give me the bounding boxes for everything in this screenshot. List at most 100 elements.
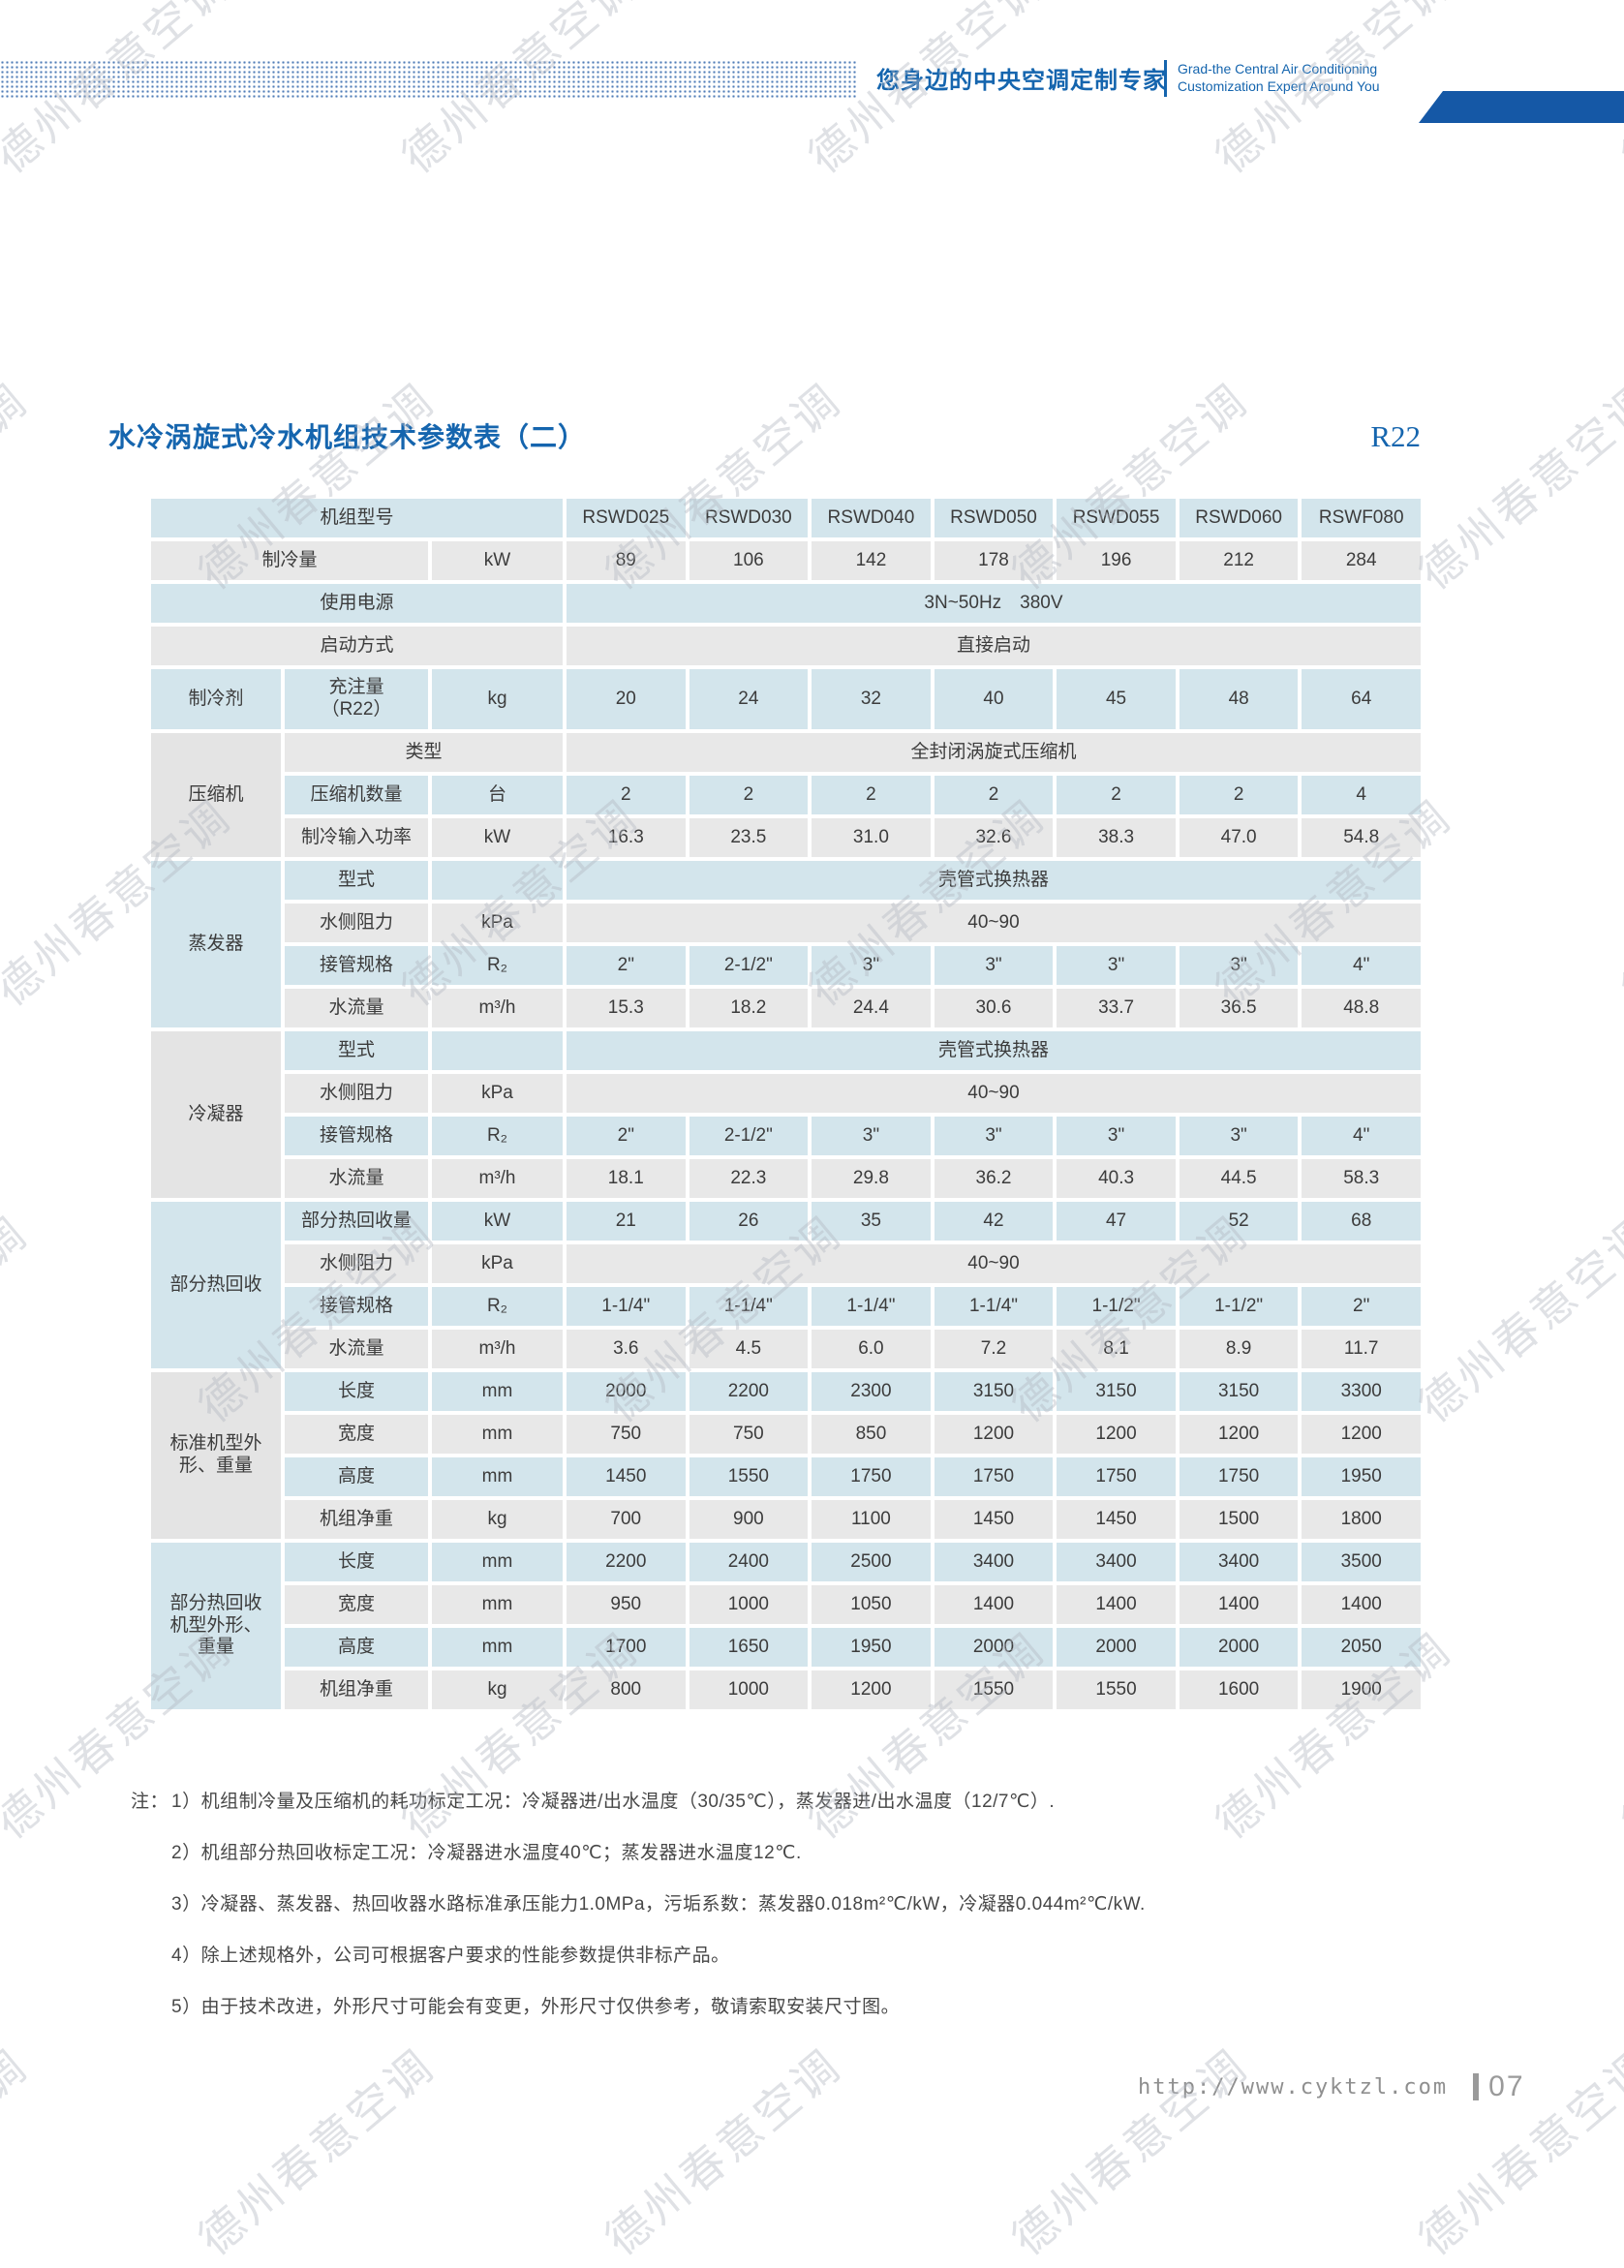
dotted-pattern-band (0, 60, 858, 99)
watermark-text: 德州春意空调 (596, 2038, 851, 2265)
value-cell: 7.2 (934, 1330, 1054, 1368)
model-header-label-cell: 机组型号 (151, 499, 563, 537)
note-line: 注： 1）机组制冷量及压缩机的耗功标定工况：冷凝器进/出水温度（30/35℃），蒸… (131, 1787, 1506, 1838)
value-cell: 2-1/2" (689, 1117, 809, 1155)
watermark-text: 德州春意空调 (1612, 1622, 1624, 1849)
value-cell: 36.5 (1179, 989, 1299, 1027)
unit-cell: kW (432, 1202, 563, 1241)
value-cell: 4 (1302, 776, 1421, 814)
value-cell: 2-1/2" (689, 946, 809, 985)
note-line: 5）由于技术改进，外形尺寸可能会有变更，外形尺寸仅供参考，敬请索取安装尺寸图。 (131, 1992, 1506, 2043)
param-label-cell: 高度 (285, 1628, 428, 1667)
value-cell: 900 (689, 1500, 809, 1539)
model-cell: RSWF080 (1302, 499, 1421, 537)
watermark-text: 德州春意空调 (1409, 1206, 1624, 1432)
value-cell: 1-1/2" (1057, 1287, 1176, 1326)
group-cell: 部分热回收 (151, 1202, 281, 1368)
header-slogan-en: Grad-the Central Air Conditioning Custom… (1178, 60, 1380, 95)
model-cell: RSWD025 (567, 499, 686, 537)
value-cell: 1600 (1179, 1670, 1299, 1709)
watermark-text: 德州春意空调 (1409, 373, 1624, 599)
param-label-cell: 水侧阻力 (285, 904, 428, 942)
value-cell: 89 (567, 541, 686, 580)
value-cell: 16.3 (567, 818, 686, 857)
header-divider (1164, 60, 1167, 97)
note-prefix: 注： (131, 1792, 169, 1812)
value-cell: 3" (812, 946, 931, 985)
value-cell: 1700 (567, 1628, 686, 1667)
value-cell: 800 (567, 1670, 686, 1709)
param-label-cell: 水侧阻力 (285, 1074, 428, 1113)
value-cell: 2050 (1302, 1628, 1421, 1667)
value-cell: 68 (1302, 1202, 1421, 1241)
value-cell: 2 (934, 776, 1054, 814)
param-label-cell: 机组净重 (285, 1670, 428, 1709)
value-span-cell: 40~90 (567, 1074, 1421, 1113)
value-cell: 1400 (1302, 1585, 1421, 1624)
value-cell: 3" (1179, 946, 1299, 985)
value-cell: 3400 (934, 1543, 1054, 1581)
unit-cell: mm (432, 1543, 563, 1581)
note-text: 5）由于技术改进，外形尺寸可能会有变更，外形尺寸仅供参考，敬请索取安装尺寸图。 (171, 1997, 901, 2017)
value-cell: 18.2 (689, 989, 809, 1027)
value-cell: 1400 (934, 1585, 1054, 1624)
value-cell: 64 (1302, 669, 1421, 729)
watermark-text: 德州春意空调 (0, 373, 38, 599)
unit-cell: m³/h (432, 1330, 563, 1368)
param-label-cell: 启动方式 (151, 627, 563, 665)
page-title: 水冷涡旋式冷水机组技术参数表（二） (108, 422, 587, 452)
watermark-text: 德州春意空调 (1409, 2038, 1624, 2265)
group-cell: 冷凝器 (151, 1031, 281, 1198)
value-cell: 1950 (812, 1628, 931, 1667)
value-cell: 15.3 (567, 989, 686, 1027)
value-cell: 1400 (1179, 1585, 1299, 1624)
value-cell: 18.1 (567, 1159, 686, 1198)
value-cell: 20 (567, 669, 686, 729)
param-label-cell: 水流量 (285, 1330, 428, 1368)
value-cell: 2000 (1179, 1628, 1299, 1667)
value-cell: 1550 (1057, 1670, 1176, 1709)
value-cell: 2 (1057, 776, 1176, 814)
unit-cell: kg (432, 1500, 563, 1539)
value-cell: 52 (1179, 1202, 1299, 1241)
group-cell: 蒸发器 (151, 861, 281, 1027)
value-cell: 2400 (689, 1543, 809, 1581)
unit-cell: kPa (432, 1074, 563, 1113)
value-cell: 42 (934, 1202, 1054, 1241)
param-label-cell: 制冷量 (151, 541, 428, 580)
value-cell: 40.3 (1057, 1159, 1176, 1198)
value-cell: 2 (1179, 776, 1299, 814)
param-label-cell: 接管规格 (285, 1287, 428, 1326)
value-cell: 106 (689, 541, 809, 580)
value-cell: 3400 (1057, 1543, 1176, 1581)
param-label-cell: 制冷输入功率 (285, 818, 428, 857)
param-label-cell: 部分热回收量 (285, 1202, 428, 1241)
value-cell: 1650 (689, 1628, 809, 1667)
value-cell: 3" (1179, 1117, 1299, 1155)
watermark-text: 德州春意空调 (0, 1206, 38, 1432)
value-cell: 3150 (934, 1372, 1054, 1411)
value-cell: 1750 (1179, 1457, 1299, 1496)
value-cell: 2200 (567, 1543, 686, 1581)
value-cell: 2" (1302, 1287, 1421, 1326)
unit-cell: m³/h (432, 989, 563, 1027)
unit-cell: R₂ (432, 1287, 563, 1326)
model-cell: RSWD055 (1057, 499, 1176, 537)
param-label-cell: 接管规格 (285, 946, 428, 985)
value-cell: 54.8 (1302, 818, 1421, 857)
value-cell: 2 (689, 776, 809, 814)
value-cell: 58.3 (1302, 1159, 1421, 1198)
value-cell: 2" (567, 1117, 686, 1155)
value-cell: 1200 (934, 1415, 1054, 1454)
value-cell: 1950 (1302, 1457, 1421, 1496)
value-cell: 142 (812, 541, 931, 580)
note-text: 3）冷凝器、蒸发器、热回收器水路标准承压能力1.0MPa，污垢系数：蒸发器0.0… (171, 1894, 1146, 1915)
page-number: 07 (1488, 2070, 1525, 2102)
watermark-text: 德州春意空调 (1002, 2038, 1258, 2265)
value-span-cell: 40~90 (567, 1244, 1421, 1283)
param-label-cell: 使用电源 (151, 584, 563, 623)
value-cell: 6.0 (812, 1330, 931, 1368)
value-cell: 2000 (567, 1372, 686, 1411)
value-cell: 1500 (1179, 1500, 1299, 1539)
refrigerant-badge: R22 (1370, 419, 1421, 453)
